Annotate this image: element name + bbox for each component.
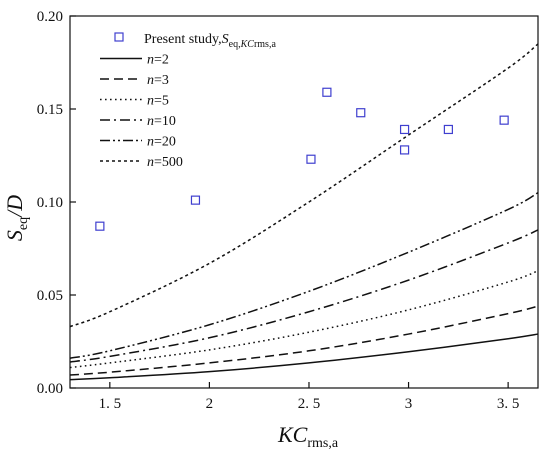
plot-area-frame <box>69 15 539 389</box>
x-axis-title-sub: rms,a <box>307 436 339 451</box>
data-point <box>306 154 316 164</box>
data-point <box>322 87 332 97</box>
legend-label-s: S <box>222 32 229 47</box>
y-tick-label: 0.15 <box>37 102 63 118</box>
data-point <box>399 145 410 155</box>
legend-label-n5: n=5 <box>147 94 169 109</box>
data-point <box>443 124 453 135</box>
legend-label-sub-italic: KC <box>240 39 255 50</box>
y-axis-title: Seq/D <box>2 195 31 241</box>
legend-label-main: Present study, <box>144 32 222 47</box>
legend-label-present-study: Present study,Seq,KCrms,a <box>144 32 276 50</box>
x-tick-label: 1. 5 <box>99 396 122 412</box>
y-axis: 0.00 0.05 0.10 0.15 0.20 <box>37 9 76 397</box>
legend-label-n500: n=500 <box>147 155 183 170</box>
y-tick-label: 0.20 <box>37 9 63 25</box>
y-axis-title-main: S <box>2 230 27 241</box>
series-line-n20 <box>69 192 539 359</box>
data-point <box>95 221 105 231</box>
y-axis-title-sub: eq <box>16 217 31 230</box>
series-line-n10 <box>69 229 539 363</box>
series-line-n3 <box>69 305 539 376</box>
series-line-n2 <box>69 333 539 381</box>
series-line-n500 <box>69 43 539 328</box>
legend-label-n20: n=20 <box>147 135 176 150</box>
x-axis-title-main: KC <box>277 422 308 447</box>
x-tick-label: 2. 5 <box>298 396 321 412</box>
legend-label-n10: n=10 <box>147 114 176 129</box>
data-point <box>356 108 366 118</box>
legend-label-n2: n=2 <box>147 53 169 68</box>
legend-label-sub: eq, <box>229 39 241 50</box>
x-axis-title: KCrms,a <box>277 422 339 451</box>
x-tick-label: 3 <box>405 396 413 412</box>
legend-label-sub-tail: rms,a <box>254 39 277 50</box>
x-tick-label: 2 <box>206 396 214 412</box>
legend-marker-present-study <box>114 32 124 42</box>
data-point <box>499 115 509 125</box>
data-point <box>399 124 410 135</box>
points-layer <box>95 87 509 231</box>
x-tick-label: 3. 5 <box>497 396 520 412</box>
legend-label-n3: n=3 <box>147 73 169 88</box>
y-tick-label: 0.05 <box>37 288 63 304</box>
x-axis: 1. 5 2 2. 5 3 3. 5 <box>99 382 520 412</box>
series-line-n5 <box>69 270 539 369</box>
curves-layer <box>69 43 539 381</box>
y-axis-title-tail: /D <box>2 195 27 219</box>
y-tick-label: 0.10 <box>37 195 63 211</box>
data-point <box>190 195 201 205</box>
y-tick-label: 0.00 <box>37 381 63 397</box>
legend: Present study,Seq,KCrms,a n=2 n=3 n=5 n=10 n=… <box>100 32 276 170</box>
